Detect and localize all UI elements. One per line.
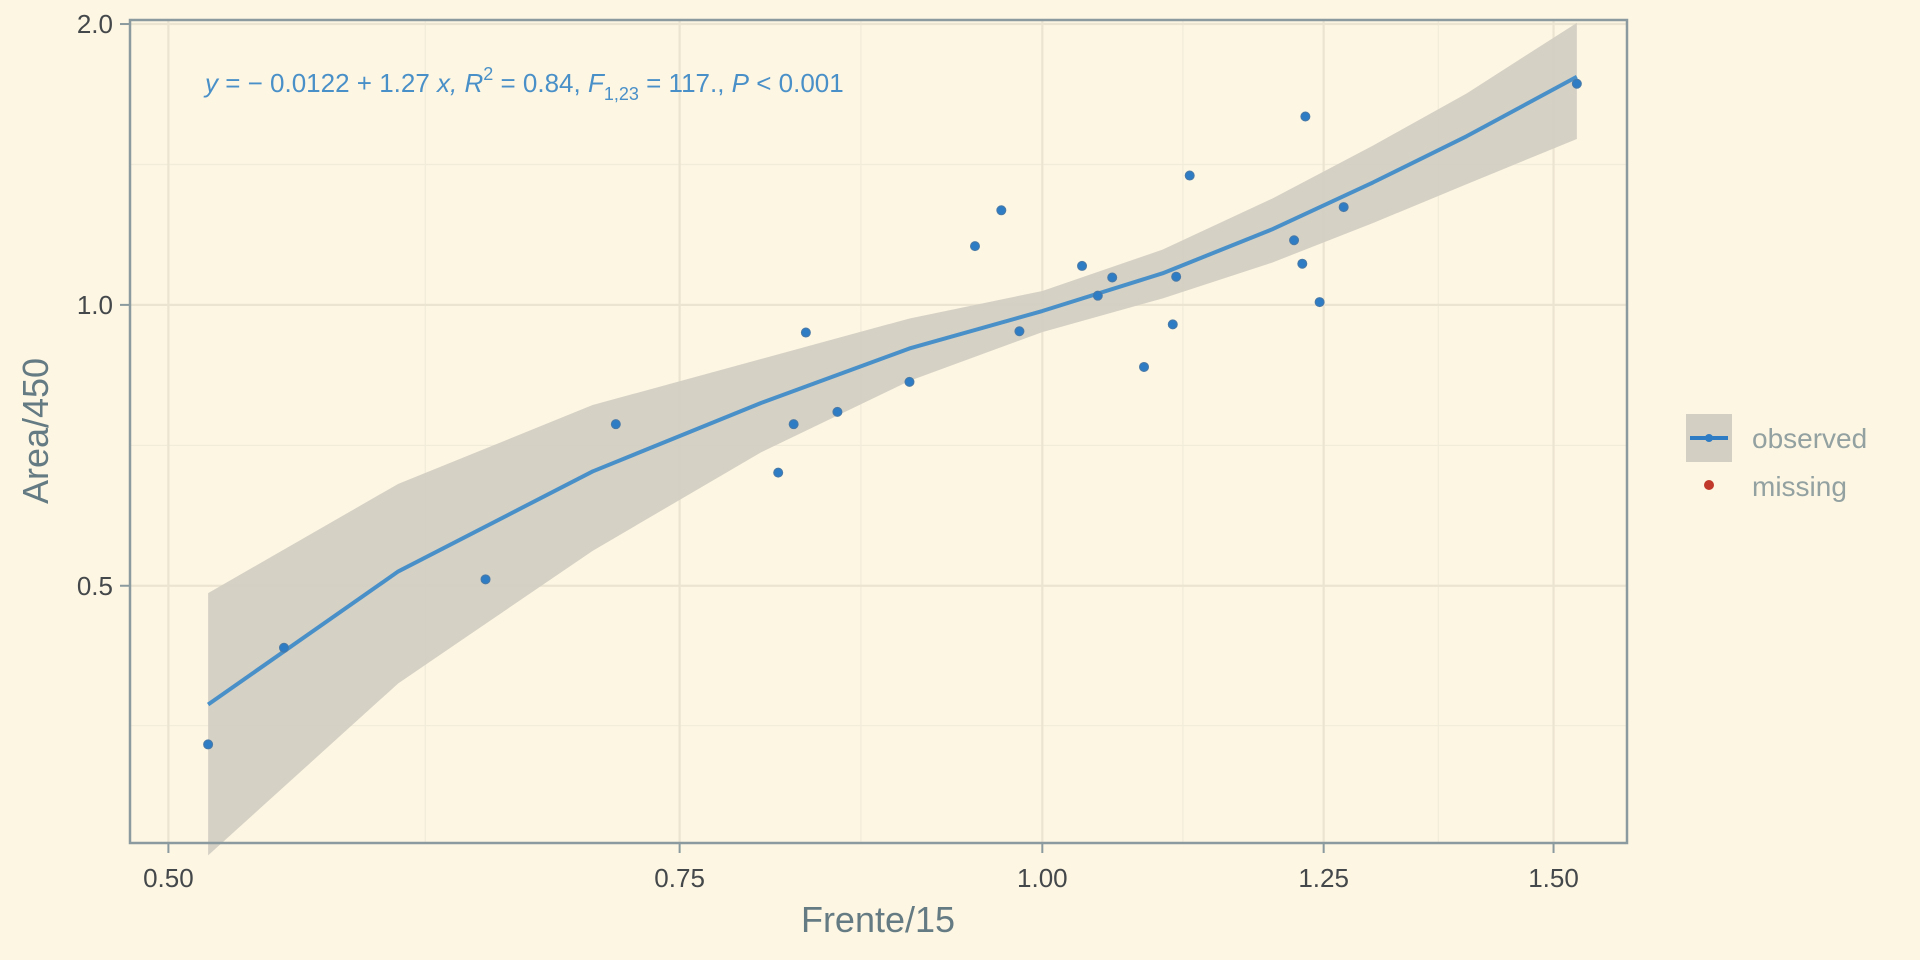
- axes-layer: 0.50 0.75 1.00 1.25 1.50 0.5 1.0 2.0: [77, 9, 1579, 893]
- data-point-0: [203, 739, 214, 750]
- data-point-13: [1092, 290, 1103, 301]
- data-point-22: [1314, 297, 1325, 308]
- y-axis-title: Area/450: [15, 358, 56, 504]
- data-point-14: [1107, 272, 1118, 283]
- data-point-4: [773, 467, 784, 478]
- data-points-layer: [203, 78, 1582, 750]
- y-tick-label-1: 1.0: [77, 290, 113, 320]
- data-point-17: [1171, 271, 1182, 282]
- data-point-18: [1184, 170, 1195, 181]
- fit-line: [206, 74, 1578, 707]
- legend-label-observed: observed: [1752, 423, 1867, 454]
- data-point-15: [1139, 361, 1150, 372]
- data-point-12: [1077, 260, 1088, 271]
- x-axis-title: Frente/15: [801, 899, 955, 940]
- equation-annotation: y = − 0.0122 + 1.27 x, R2 = 0.84, F1,23 …: [203, 64, 844, 104]
- legend-label-missing: missing: [1752, 471, 1847, 502]
- gridlines: [130, 20, 1627, 843]
- legend-dot-observed: [1705, 434, 1713, 442]
- data-point-10: [996, 205, 1007, 216]
- data-point-8: [904, 376, 915, 387]
- data-point-20: [1297, 258, 1308, 269]
- data-point-19: [1289, 235, 1300, 246]
- y-tick-label-2: 2.0: [77, 9, 113, 39]
- data-point-5: [788, 419, 799, 430]
- plot-panel-border: [128, 18, 1629, 845]
- data-point-16: [1167, 319, 1178, 330]
- x-tick-label-1: 0.75: [654, 863, 705, 893]
- confidence-ribbon: [208, 22, 1577, 856]
- y-tick-label-0: 0.5: [77, 571, 113, 601]
- x-tick-label-0: 0.50: [143, 863, 194, 893]
- x-tick-label-4: 1.50: [1528, 863, 1579, 893]
- data-point-21: [1300, 111, 1311, 122]
- data-point-1: [278, 642, 289, 653]
- data-point-24: [1571, 78, 1582, 89]
- fit-line-layer: [206, 74, 1578, 707]
- data-point-3: [610, 419, 621, 430]
- legend-dot-missing: [1704, 480, 1714, 490]
- legend: observed missing: [1686, 414, 1867, 502]
- data-point-6: [800, 327, 811, 338]
- x-tick-label-2: 1.00: [1017, 863, 1068, 893]
- data-point-11: [1014, 326, 1025, 337]
- data-point-2: [480, 574, 491, 585]
- x-tick-label-3: 1.25: [1298, 863, 1349, 893]
- confidence-ribbon-layer: [208, 22, 1577, 856]
- data-point-9: [969, 241, 980, 252]
- data-point-7: [832, 406, 843, 417]
- data-point-23: [1338, 202, 1349, 213]
